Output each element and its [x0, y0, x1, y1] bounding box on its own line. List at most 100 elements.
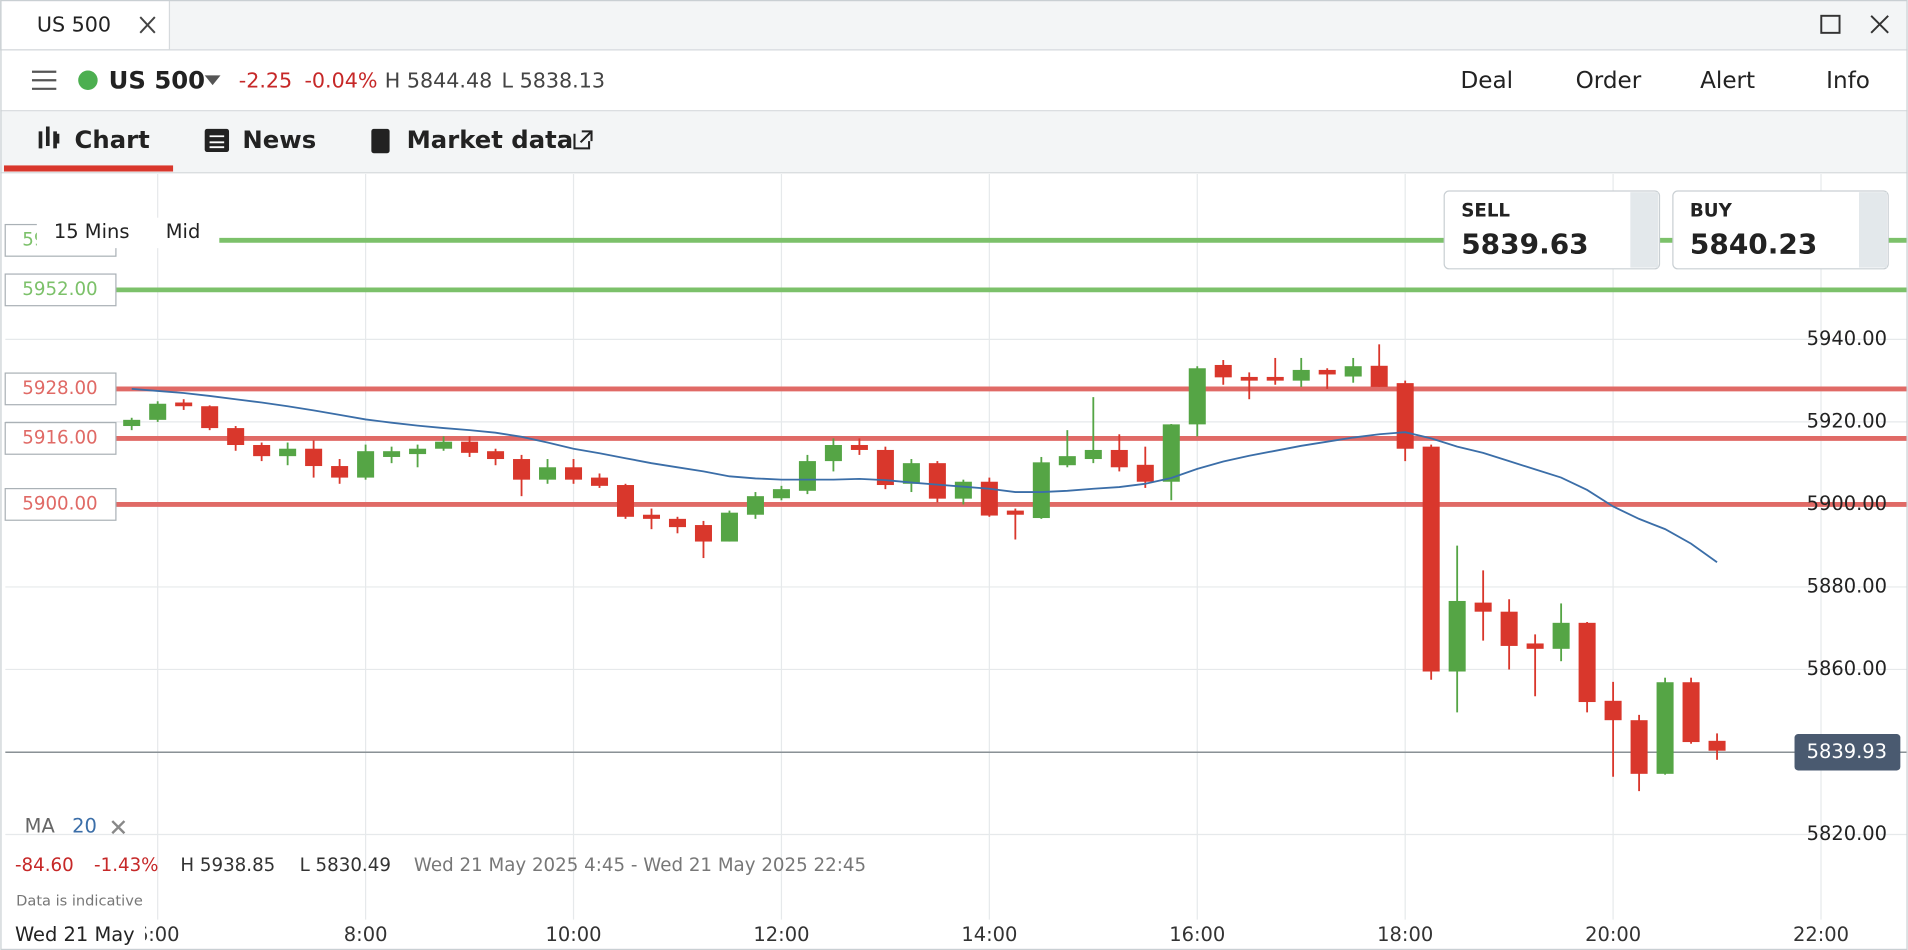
buy-box-strip: [1858, 192, 1887, 268]
y-tick-label: 5920.00: [1807, 409, 1887, 432]
period-change: -84.60: [15, 855, 74, 876]
candle-body: [720, 512, 738, 542]
menu-icon[interactable]: [31, 70, 57, 90]
candle-body: [1240, 376, 1258, 381]
candle-body: [1474, 602, 1492, 612]
candle-body: [435, 441, 453, 449]
candle-body: [331, 466, 349, 478]
close-tab-icon[interactable]: [139, 16, 156, 34]
instrument-dropdown[interactable]: [204, 75, 221, 86]
x-tick-label: 14:00: [961, 923, 1017, 946]
candle-body: [590, 477, 609, 486]
x-tick-label: 18:00: [1377, 923, 1433, 946]
interval-button[interactable]: 15 Mins: [54, 220, 130, 243]
view-tabs: [0, 110, 1908, 173]
candle-body: [539, 467, 557, 480]
candle-body: [1188, 368, 1206, 425]
candle-body: [487, 451, 505, 460]
candle-body: [1370, 365, 1388, 387]
candle-body: [357, 451, 375, 478]
remove-indicator[interactable]: [111, 820, 126, 835]
news-icon-lines: [209, 135, 225, 149]
order-button[interactable]: Order: [1576, 68, 1642, 94]
market-data-tab[interactable]: Market data: [407, 125, 574, 154]
price-type-button[interactable]: Mid: [166, 220, 201, 243]
price-change-pct: -0.04%: [304, 68, 377, 92]
close-window-icon[interactable]: [1870, 15, 1889, 34]
candle-body: [513, 459, 531, 480]
x-tick-label: 8:00: [344, 923, 388, 946]
candle-body: [253, 445, 271, 457]
candle-body: [850, 445, 868, 450]
last-price-tag: [1794, 734, 1901, 771]
candle-body: [461, 441, 479, 453]
external-link-icon[interactable]: [573, 130, 593, 150]
candle-body: [149, 403, 167, 420]
candle-body: [305, 448, 323, 467]
candle-body: [1084, 449, 1102, 460]
candle-body: [175, 402, 193, 407]
y-tick-label: 5940.00: [1807, 327, 1887, 350]
price-level-box: [4, 421, 117, 455]
x-tick-label: 22:00: [1793, 923, 1849, 946]
price-level-label: 5916.00: [22, 427, 97, 448]
candle-body: [1396, 383, 1414, 449]
candle-body: [1344, 366, 1362, 377]
candle-body: [227, 428, 245, 446]
date-label-box: [5, 920, 146, 950]
candle-body: [201, 406, 219, 429]
candle-body: [1526, 643, 1544, 649]
candle-body: [772, 489, 790, 499]
candle-body: [383, 451, 401, 457]
buy-box[interactable]: [1672, 190, 1889, 270]
candle-body: [1032, 462, 1050, 519]
candle-body: [746, 496, 764, 515]
market-data-icon: [371, 128, 390, 154]
sell-price: 5839.63: [1461, 228, 1588, 261]
price-level-label: 5928.00: [22, 378, 97, 399]
period-change-pct: -1.43%: [94, 855, 159, 876]
candle-body: [798, 461, 816, 491]
maximize-icon[interactable]: [1820, 14, 1841, 34]
candle-body: [1656, 682, 1674, 774]
candle-body: [642, 514, 661, 519]
candle-body: [1708, 740, 1726, 751]
candle-body: [928, 463, 946, 499]
candle-body: [954, 481, 972, 499]
candle-body: [1292, 369, 1310, 381]
candle-body: [1604, 700, 1622, 721]
candle-body: [1058, 456, 1076, 466]
news-icon: [204, 128, 230, 153]
news-tab[interactable]: News: [242, 125, 316, 154]
candle-body: [824, 445, 842, 462]
x-tick-label: 6:00: [136, 923, 180, 946]
candle-body: [668, 518, 686, 528]
indicator-name: MA: [25, 815, 56, 838]
chart-icon: [38, 126, 60, 149]
candle-body: [1214, 364, 1232, 378]
price-level-label: 5952.00: [22, 279, 97, 300]
window-tab[interactable]: [0, 0, 171, 51]
candle-body: [1682, 682, 1700, 743]
x-tick-label: 20:00: [1585, 923, 1641, 946]
candle-body: [1552, 622, 1570, 649]
chart-tab[interactable]: Chart: [75, 125, 151, 154]
alert-button[interactable]: Alert: [1700, 68, 1755, 94]
info-button[interactable]: Info: [1826, 68, 1870, 94]
price-level-box: [4, 372, 117, 406]
instrument-name[interactable]: US 500: [109, 65, 205, 94]
chart-overlays: 6:00 8:00 10:00 12:00 14:00 16:00 18:00 20:00 22…: [4, 223, 1901, 946]
x-tick-label: 10:00: [545, 923, 601, 946]
tab-bar: [0, 0, 1908, 50]
market-status-dot: [78, 70, 98, 91]
x-tick-label: 16:00: [1169, 923, 1225, 946]
candle-body: [1136, 464, 1154, 482]
price-level-box: [4, 487, 117, 521]
deal-button[interactable]: Deal: [1460, 68, 1513, 94]
candle-body: [1630, 720, 1648, 774]
candle-body: [1448, 600, 1466, 672]
candle-body: [1578, 622, 1596, 703]
sell-box[interactable]: [1443, 190, 1661, 270]
